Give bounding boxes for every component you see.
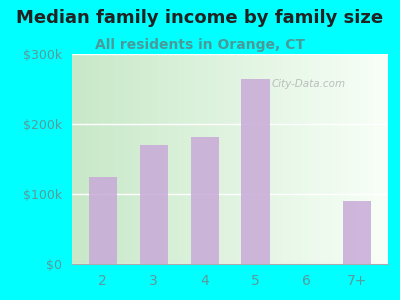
Bar (88, 176, 116, 264)
Text: All residents in Orange, CT: All residents in Orange, CT (95, 38, 305, 52)
Bar (344, 201, 372, 264)
Text: Median family income by family size: Median family income by family size (16, 9, 384, 27)
Text: City-Data.com: City-Data.com (271, 79, 345, 89)
Bar (140, 145, 168, 264)
Bar (242, 79, 270, 264)
Bar (190, 136, 218, 264)
